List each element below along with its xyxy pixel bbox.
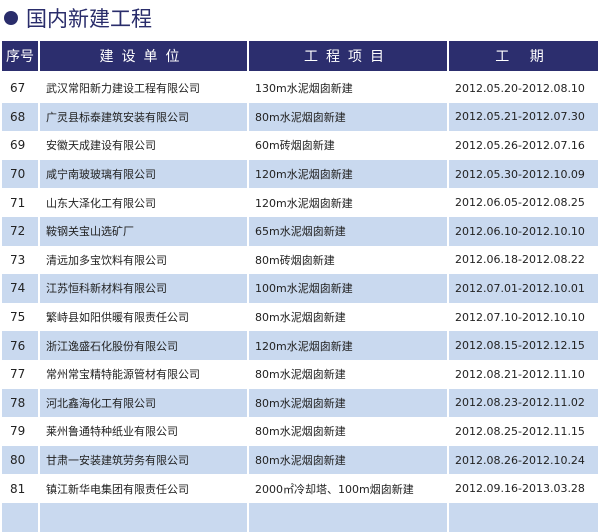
- empty-cell: [449, 502, 598, 532]
- cell-project: 80m水泥烟囱新建: [255, 368, 346, 382]
- table-row: 78 河北鑫海化工有限公司 80m水泥烟囱新建 2012.08.23-2012.11.…: [2, 388, 598, 418]
- header-unit: 建设单位: [40, 41, 247, 74]
- cell-period: 2012.06.18-2012.08.22: [455, 253, 585, 267]
- header-project: 工程项目: [249, 41, 447, 74]
- cell-period: 2012.07.01-2012.10.01: [449, 274, 598, 303]
- cell-project: 65m水泥烟囱新建: [249, 216, 447, 246]
- table-row: 81 镇江新华电集团有限责任公司 2000㎡冷却塔、100m烟囱新建 2012.09.…: [2, 474, 598, 503]
- section-title: 国内新建工程: [4, 3, 152, 33]
- cell-unit: 常州常宝精特能源管材有限公司: [46, 368, 200, 382]
- cell-project: 80m砖烟囱新建: [255, 253, 335, 267]
- cell-seq: 73: [10, 252, 26, 267]
- cell-seq: 71: [10, 195, 26, 210]
- cell-period: 2012.09.16-2013.03.28: [455, 482, 585, 496]
- cell-period: 2012.08.15-2012.12.15: [449, 331, 598, 360]
- table-row: 72 鞍钢关宝山选矿厂 65m水泥烟囱新建 2012.06.10-2012.10.10: [2, 216, 598, 246]
- cell-seq: 74: [2, 274, 38, 303]
- table-row: 73 清远加多宝饮料有限公司 80m砖烟囱新建 2012.06.18-2012.08.…: [2, 246, 598, 275]
- empty-cell: [40, 502, 247, 532]
- title-text: 国内新建工程: [26, 7, 152, 31]
- cell-period: 2012.05.26-2012.07.16: [455, 138, 585, 152]
- cell-seq: 79: [10, 424, 26, 439]
- cell-project: 120m水泥烟囱新建: [249, 159, 447, 189]
- cell-project: 80m水泥烟囱新建: [255, 311, 346, 325]
- table-row: 80 甘肃一安装建筑劳务有限公司 80m水泥烟囱新建 2012.08.26-2012.…: [2, 445, 598, 475]
- cell-seq: 68: [2, 102, 38, 132]
- cell-period: 2012.06.10-2012.10.10: [449, 216, 598, 246]
- projects-table: 序号 建设单位 工程项目 工 期 67 武汉常阳新力建设工程有限公司 130m水泥烟…: [0, 41, 600, 532]
- cell-project: 80m水泥烟囱新建: [249, 388, 447, 418]
- cell-project: 80m水泥烟囱新建: [255, 425, 346, 439]
- cell-period: 2012.08.21-2012.11.10: [455, 367, 585, 381]
- cell-unit: 莱州鲁通特种纸业有限公司: [46, 425, 178, 439]
- cell-seq: 80: [2, 445, 38, 475]
- table-row: 67 武汉常阳新力建设工程有限公司 130m水泥烟囱新建 2012.05.20-201…: [2, 74, 598, 103]
- cell-period: 2012.05.21-2012.07.30: [449, 102, 598, 132]
- table-row: 79 莱州鲁通特种纸业有限公司 80m水泥烟囱新建 2012.08.25-2012.1…: [2, 417, 598, 446]
- cell-period: 2012.08.25-2012.11.15: [455, 424, 585, 438]
- empty-cell: [249, 502, 447, 532]
- cell-period: 2012.08.26-2012.10.24: [449, 445, 598, 475]
- cell-unit: 河北鑫海化工有限公司: [40, 388, 247, 418]
- cell-unit: 广灵县标泰建筑安装有限公司: [40, 102, 247, 132]
- table-row: 69 安徽天成建设有限公司 60m砖烟囱新建 2012.05.26-2012.07.1…: [2, 131, 598, 160]
- header-period: 工 期: [449, 41, 598, 74]
- table-row: 75 繁峙县如阳供暖有限责任公司 80m水泥烟囱新建 2012.07.10-2012.…: [2, 303, 598, 332]
- table-row: 77 常州常宝精特能源管材有限公司 80m水泥烟囱新建 2012.08.21-2012…: [2, 360, 598, 389]
- cell-seq: 78: [2, 388, 38, 418]
- cell-seq: 72: [2, 216, 38, 246]
- cell-seq: 67: [10, 81, 26, 96]
- cell-project: 130m水泥烟囱新建: [255, 82, 353, 96]
- cell-project: 120m水泥烟囱新建: [249, 331, 447, 360]
- empty-cell: [2, 502, 38, 532]
- cell-seq: 77: [10, 367, 26, 382]
- cell-period: 2012.06.05-2012.08.25: [455, 196, 585, 210]
- cell-seq: 70: [2, 159, 38, 189]
- cell-period: 2012.05.20-2012.08.10: [455, 81, 585, 95]
- cell-seq: 76: [2, 331, 38, 360]
- table-row: 70 咸宁南玻玻璃有限公司 120m水泥烟囱新建 2012.05.30-2012.10…: [2, 159, 598, 189]
- cell-seq: 81: [10, 481, 26, 496]
- header-seq: 序号: [2, 41, 38, 74]
- cell-unit: 清远加多宝饮料有限公司: [46, 253, 167, 267]
- cell-period: 2012.08.23-2012.11.02: [449, 388, 598, 418]
- cell-unit: 武汉常阳新力建设工程有限公司: [46, 82, 200, 96]
- cell-unit: 镇江新华电集团有限责任公司: [46, 482, 189, 496]
- cell-period: 2012.07.10-2012.10.10: [455, 310, 585, 324]
- cell-project: 60m砖烟囱新建: [255, 139, 335, 153]
- table-row: 76 浙江逸盛石化股份有限公司 120m水泥烟囱新建 2012.08.15-2012.…: [2, 331, 598, 360]
- cell-unit: 浙江逸盛石化股份有限公司: [40, 331, 247, 360]
- table-row-partial: [2, 502, 598, 532]
- cell-unit: 咸宁南玻玻璃有限公司: [40, 159, 247, 189]
- cell-project: 100m水泥烟囱新建: [249, 274, 447, 303]
- cell-project: 80m水泥烟囱新建: [249, 445, 447, 475]
- cell-unit: 鞍钢关宝山选矿厂: [40, 216, 247, 246]
- cell-unit: 繁峙县如阳供暖有限责任公司: [46, 311, 189, 325]
- header-row: 序号 建设单位 工程项目 工 期: [2, 41, 598, 74]
- table-row: 71 山东大泽化工有限公司 120m水泥烟囱新建 2012.06.05-2012.08…: [2, 188, 598, 217]
- cell-project: 80m水泥烟囱新建: [249, 102, 447, 132]
- cell-seq: 75: [10, 310, 26, 325]
- cell-period: 2012.05.30-2012.10.09: [449, 159, 598, 189]
- cell-unit: 山东大泽化工有限公司: [46, 196, 156, 210]
- cell-seq: 69: [10, 138, 26, 153]
- cell-project: 120m水泥烟囱新建: [255, 196, 353, 210]
- cell-project: 2000㎡冷却塔、100m烟囱新建: [255, 482, 414, 496]
- cell-unit: 甘肃一安装建筑劳务有限公司: [40, 445, 247, 475]
- table-row: 68 广灵县标泰建筑安装有限公司 80m水泥烟囱新建 2012.05.21-2012.…: [2, 102, 598, 132]
- cell-unit: 江苏恒科新材料有限公司: [40, 274, 247, 303]
- cell-unit: 安徽天成建设有限公司: [46, 139, 156, 153]
- table-row: 74 江苏恒科新材料有限公司 100m水泥烟囱新建 2012.07.01-2012.1…: [2, 274, 598, 303]
- bullet-icon: [4, 11, 18, 25]
